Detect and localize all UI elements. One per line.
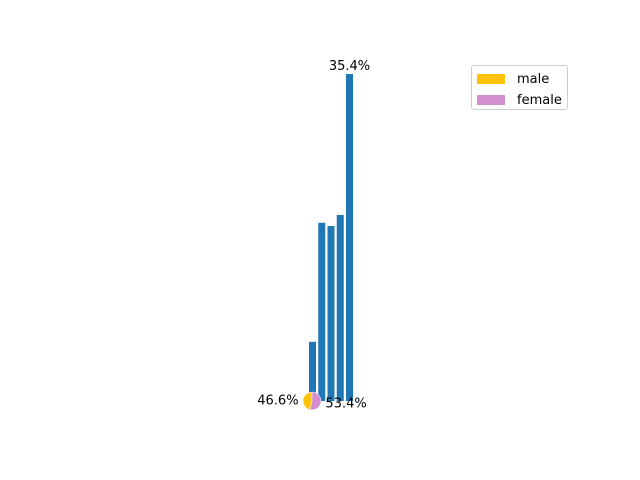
bar-3 xyxy=(327,226,335,401)
legend-swatch-male xyxy=(477,74,505,84)
bar-4 xyxy=(336,214,344,401)
pie-slice-female xyxy=(309,391,322,411)
pie-slice-male xyxy=(302,391,313,411)
pie-label-female: 53.4% xyxy=(325,396,366,411)
pie-chart xyxy=(302,391,322,411)
legend-entry-male: male xyxy=(477,71,549,87)
legend-label-female: female xyxy=(517,92,562,108)
bar-data-labels: 35.4% xyxy=(329,59,370,74)
bar-series xyxy=(309,74,353,401)
legend-label-male: male xyxy=(517,71,550,87)
legend-swatch-female xyxy=(477,95,505,105)
pie-label-male: 46.6% xyxy=(257,394,298,409)
legend: male female xyxy=(471,65,568,110)
bar-1 xyxy=(309,341,316,401)
pie-data-labels: 46.6% 53.4% xyxy=(257,394,366,412)
bar-2 xyxy=(318,222,326,401)
bar-5 xyxy=(346,74,353,401)
legend-entry-female: female xyxy=(477,92,562,108)
bar-label-5: 35.4% xyxy=(329,59,370,74)
